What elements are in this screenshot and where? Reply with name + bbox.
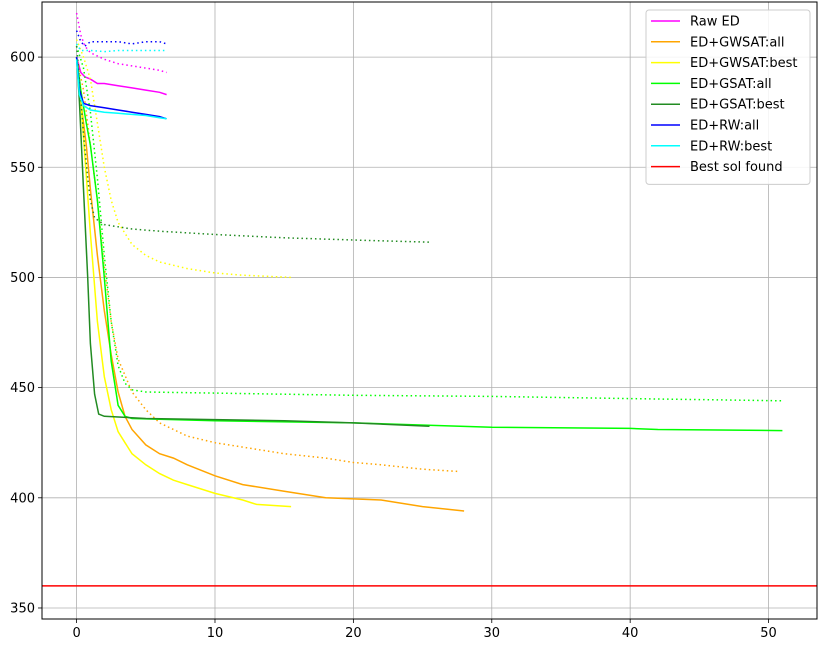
x-tick-label: 30 [484,626,501,641]
axis-ticks: 0 10 20 30 40 50 350 400 450 500 550 600 [10,51,777,641]
series-ed-rw-all-dotted [75,30,167,48]
y-tick-label: 450 [10,381,35,396]
x-tick-label: 20 [345,626,362,641]
y-tick-label: 400 [10,491,35,506]
series-ed-gwsat-best-dotted [75,39,292,279]
series-ed-rw-best-solid [75,59,167,120]
legend-label: ED+GSAT:all [690,77,772,92]
legend-label: Best sol found [690,160,783,175]
y-tick-label: 600 [10,51,35,66]
series-ed-gwsat-all-solid [75,57,465,512]
series-raw-ed-solid [75,56,167,96]
legend-label: ED+RW:all [690,119,759,134]
plot-frame [41,1,818,620]
legend-label: ED+GSAT:best [690,98,785,113]
y-tick-label: 350 [10,601,35,616]
series-ed-gsat-best-dotted [75,46,430,243]
x-tick-label: 50 [760,626,777,641]
legend-label: ED+RW:best [690,139,772,154]
y-tick-label: 550 [10,161,35,176]
series-ed-rw-all-solid [75,57,167,120]
series-ed-rw-best-dotted [75,43,167,53]
series-ed-gsat-all-solid [75,57,783,432]
series-ed-gsat-best-solid [75,57,430,427]
x-tick-label: 0 [72,626,80,641]
legend-label: Raw ED [690,15,740,30]
x-tick-label: 40 [622,626,639,641]
y-tick-label: 500 [10,271,35,286]
legend-box [645,9,811,185]
legend-label: ED+GWSAT:best [690,56,797,71]
series-raw-ed-dotted [75,12,167,74]
series-ed-gwsat-all-dotted [75,56,458,473]
legend-label: ED+GWSAT:all [690,35,785,50]
series-lines [42,12,817,587]
legend: Raw ED ED+GWSAT:all ED+GWSAT:best ED+GSAT:a… [645,9,811,185]
x-tick-label: 10 [207,626,224,641]
series-ed-gwsat-best-solid [75,57,292,508]
